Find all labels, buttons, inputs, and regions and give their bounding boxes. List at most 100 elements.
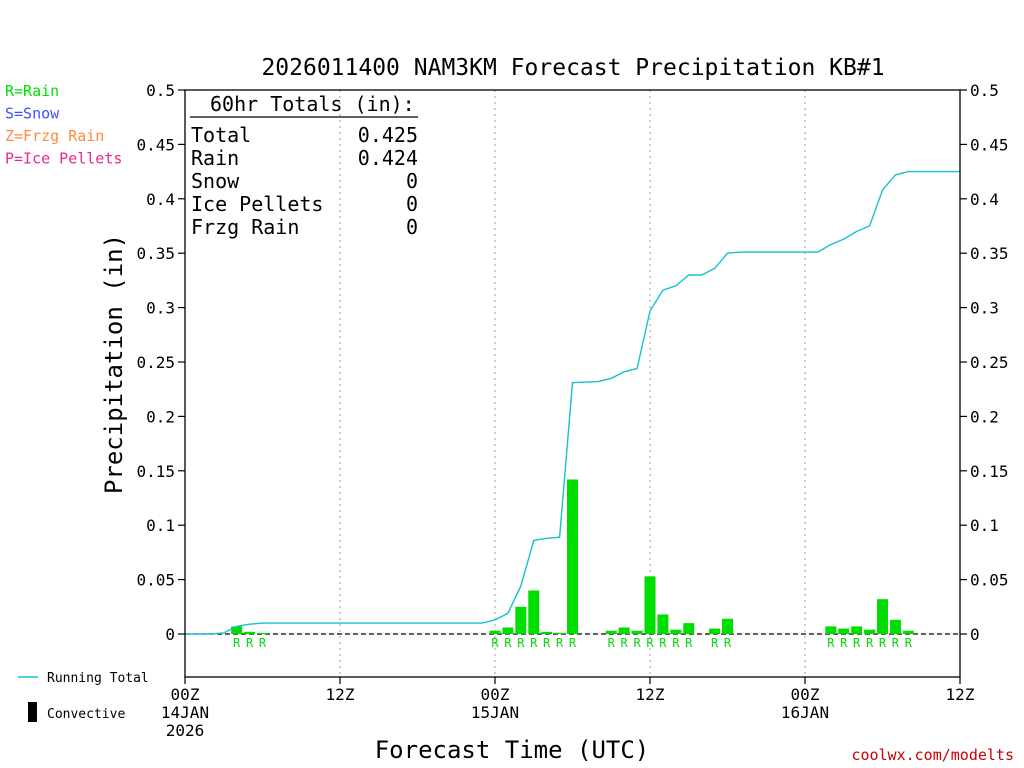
totals-box: 60hr Totals (in): Total 0.425 Rain 0.424 Sno… [190,92,418,239]
precip-type-marker: R [517,636,525,650]
precip-type-marker: R [233,636,241,650]
precip-type-marker: R [530,636,538,650]
y-tick-label-right: 0.3 [970,299,999,318]
precip-bar [670,629,682,634]
precip-bar [838,628,850,634]
y-axis-label: Precipitation (in) [100,234,128,494]
y-tick-label-right: 0.4 [970,190,999,209]
precip-bar [851,626,863,634]
x-tick-label: 16JAN [781,703,829,722]
y-tick-label-right: 0.05 [970,571,1009,590]
precip-type-marker: R [892,636,900,650]
precip-type-marker: R [646,636,654,650]
precip-type-marker: R [866,636,874,650]
precip-type-marker: R [556,636,564,650]
precip-type-marker: R [504,636,512,650]
precip-type-marker: R [879,636,887,650]
precip-type-marker: R [685,636,693,650]
y-tick-label-right: 0.1 [970,516,999,535]
precip-type-marker: R [853,636,861,650]
x-tick-label: 12Z [946,685,975,704]
y-tick-label-right: 0.45 [970,135,1009,154]
precip-type-marker: R [621,636,629,650]
totals-row-value: 0.424 [358,146,418,170]
precip-type-marker: R [672,636,680,650]
y-tick-label: 0.2 [146,407,175,426]
convective-swatch [28,702,37,722]
precip-bar [631,630,643,634]
precip-bar [864,629,876,634]
y-axis-right: 0 0.05 0.1 0.15 0.2 0.25 0.3 0.35 0.4 0.45 0.5 [960,81,1009,644]
precip-type-marker: R [543,636,551,650]
precip-bars [231,479,914,634]
y-tick-label-right: 0.2 [970,407,999,426]
totals-row-label: Snow [191,169,240,193]
x-tick-label: 00Z [791,685,820,704]
precip-bar [657,614,669,634]
precip-bar [257,632,268,634]
y-tick-label: 0.3 [146,299,175,318]
precip-bar [515,606,527,634]
totals-row-label: Ice Pellets [191,192,323,216]
y-tick-label: 0 [165,625,175,644]
y-tick-label: 0.05 [136,571,175,590]
precip-type-marker: R [905,636,913,650]
precip-bar [644,576,656,634]
running-total-legend-label: Running Total [47,671,149,686]
credit-text: coolwx.com/modelts [851,746,1014,764]
type-legend-item: Z=Frzg Rain [5,127,104,145]
y-tick-label: 0.4 [146,190,175,209]
series-legend: Running Total Convective [18,671,149,722]
precip-type-marker: R [827,636,835,650]
precip-bar [502,627,514,634]
precip-bar [683,623,695,634]
vertical-gridlines [339,90,806,677]
precip-bar [231,626,243,634]
totals-row-value: 0 [406,169,418,193]
x-axis-label: Forecast Time (UTC) [375,736,650,764]
totals-row-value: 0 [406,215,418,239]
y-tick-label-right: 0 [970,625,980,644]
y-tick-label: 0.35 [136,244,175,263]
precip-type-marker: R [259,636,267,650]
precip-bar [877,599,888,634]
precip-bar [722,618,733,634]
precip-bar [567,479,578,634]
y-tick-label-right: 0.15 [970,462,1009,481]
x-tick-label: 00Z [481,685,510,704]
plot-frame [184,89,961,678]
precip-bar [541,631,553,634]
precip-type-marker: R [659,636,667,650]
type-legend-item: S=Snow [5,105,60,123]
y-tick-label: 0.1 [146,516,175,535]
totals-header: 60hr Totals (in): [210,92,415,116]
precip-type-marker: R [491,636,499,650]
precip-type-marker: R [711,636,719,650]
precip-bar [244,631,256,634]
precip-bar [889,619,901,634]
precip-bar [825,626,837,634]
y-tick-label-right: 0.5 [970,81,999,100]
precip-type-marker: R [840,636,848,650]
y-tick-label: 0.15 [136,462,175,481]
x-tick-label: 2026 [166,721,205,740]
precip-bar [902,630,914,634]
precip-bar [554,632,566,634]
totals-row-label: Total [191,123,251,147]
precip-bar [709,628,721,634]
y-tick-label: 0.45 [136,135,175,154]
y-tick-label-right: 0.35 [970,244,1009,263]
precip-bar [605,630,617,634]
precip-type-marker: R [633,636,641,650]
precip-bar [489,630,501,634]
convective-legend-label: Convective [47,707,125,722]
precip-type-marker: R [569,636,577,650]
totals-row-label: Rain [191,146,239,170]
y-tick-label: 0.25 [136,353,175,372]
x-tick-label: 14JAN [161,703,209,722]
precip-bar [528,590,540,634]
precip-type-marker: R [246,636,254,650]
x-tick-label: 15JAN [471,703,519,722]
